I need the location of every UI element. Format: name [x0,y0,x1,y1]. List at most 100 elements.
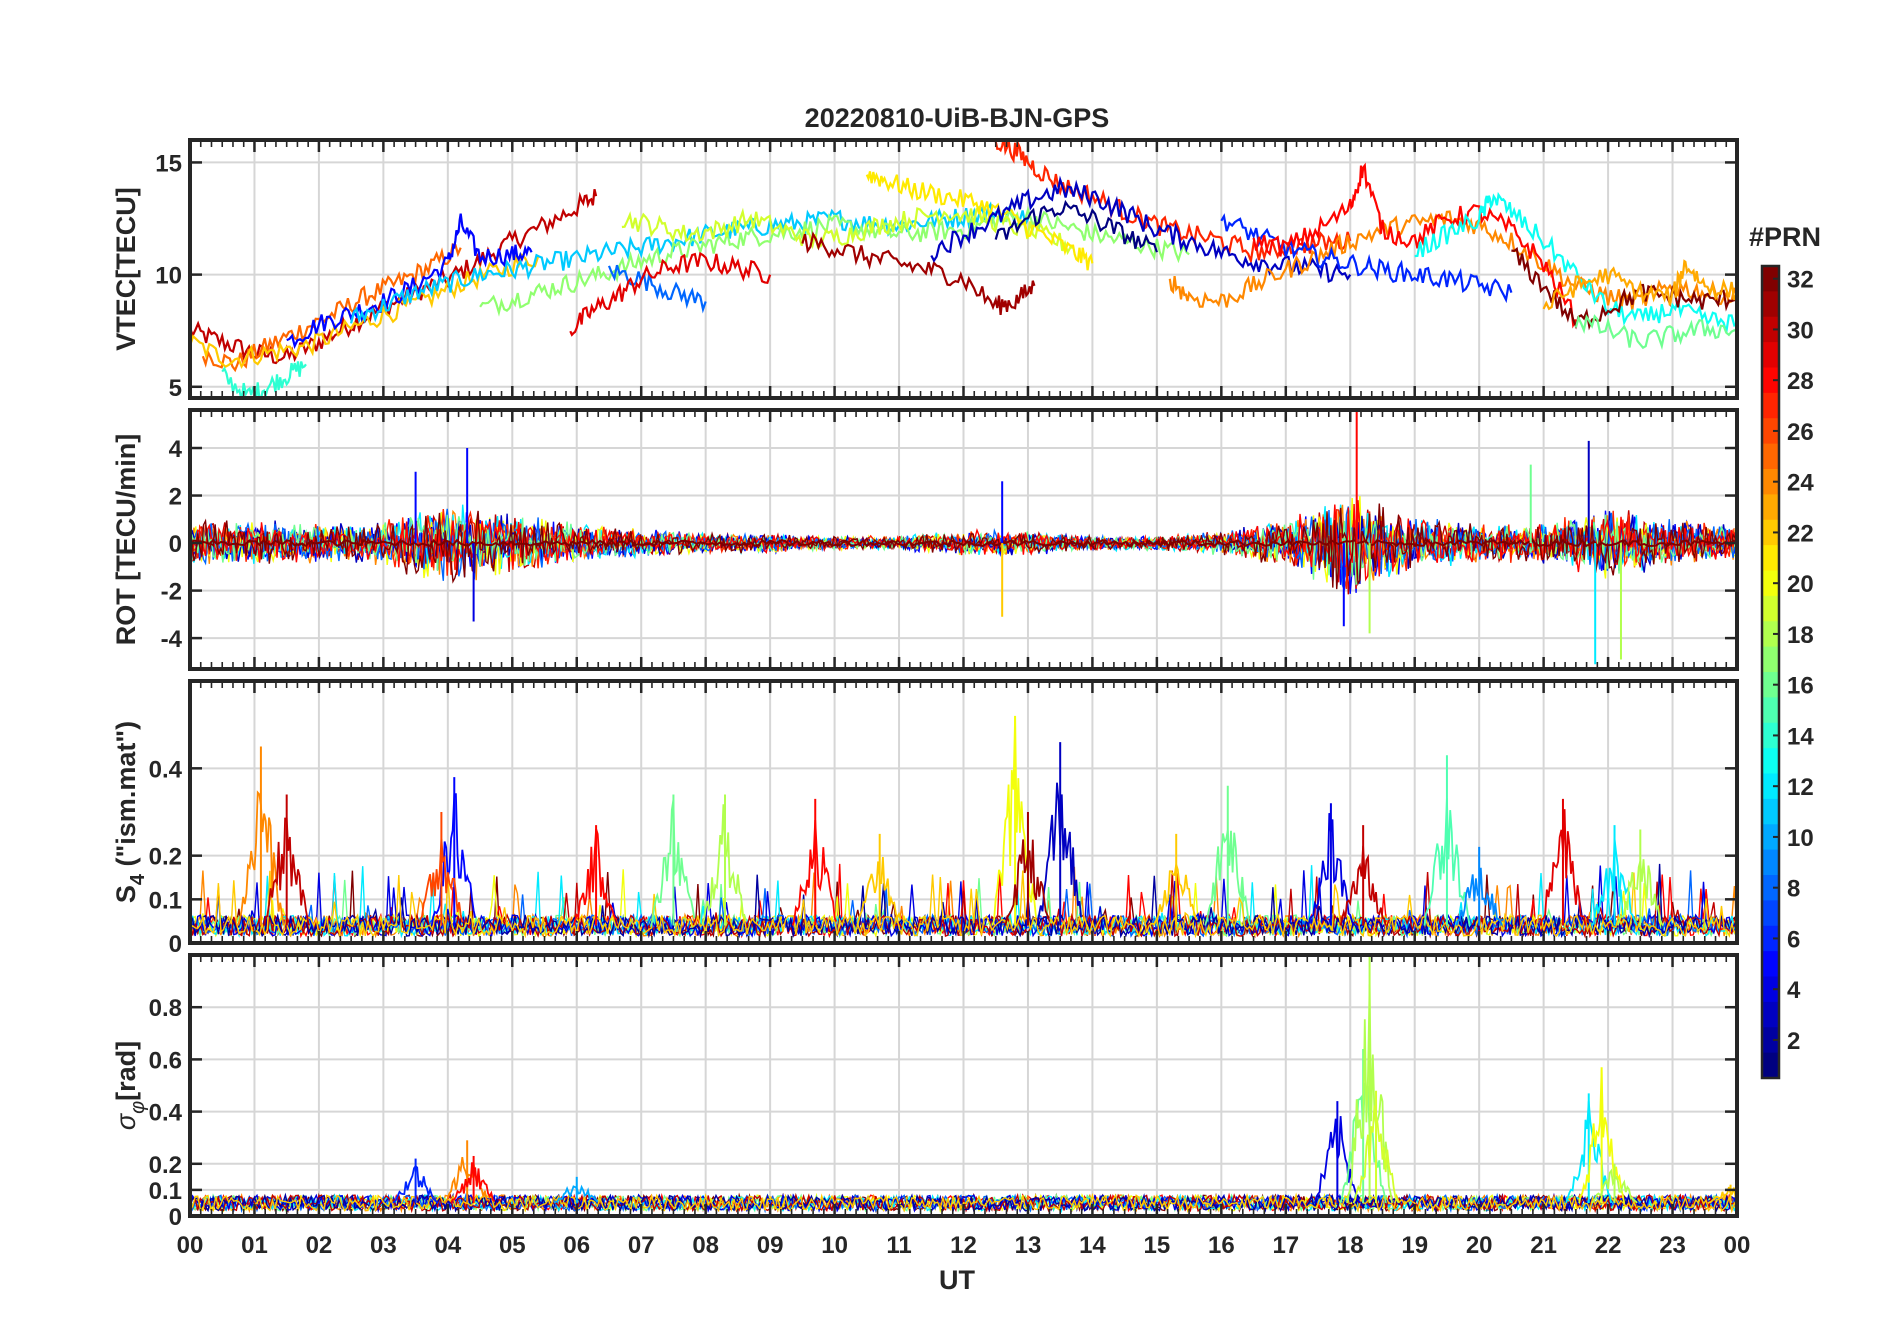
series-line-prn-29 [569,251,772,337]
colorbar-cell [1762,773,1779,800]
colorbar-cell [1762,545,1779,572]
x-tick-label: 07 [628,1232,655,1259]
colorbar-cell [1762,392,1779,419]
colorbar-cell [1762,722,1779,749]
colorbar-cell [1762,697,1779,724]
panel-rot: -4 -2 0 2 4 ROT [TECU/min] [111,408,1739,671]
y-tick-label: 0.2 [149,1152,182,1179]
x-tick-label: 01 [241,1232,268,1259]
x-tick-label: 00 [1724,1232,1751,1259]
x-tick-label: 03 [370,1232,397,1259]
colorbar-cell [1762,875,1779,901]
x-tick-label: 23 [1659,1232,1686,1259]
x-tick-label: 04 [434,1232,461,1259]
panel-sigma_phi: 00.10.2 0.4 0.6 0.8σφ[rad] 00 01 02 03 04 05 06 07 0… [111,953,1751,1259]
colorbar-tick-label: 28 [1787,368,1814,395]
colorbar-tick-label: 30 [1787,317,1814,344]
y-axis-label: S4 ("ism.mat") [111,721,149,903]
colorbar-tick-label: 26 [1787,419,1814,446]
colorbar-cell [1762,976,1779,1003]
x-tick-label: 02 [306,1232,333,1259]
y-tick-label: 0.6 [149,1047,182,1074]
colorbar-tick-label: 2 [1787,1028,1800,1055]
x-tick-label: 10 [821,1232,848,1259]
colorbar-cell [1762,748,1779,775]
series-line-prn-23 [1542,259,1737,311]
colorbar-cell [1762,900,1779,927]
colorbar-tick-label: 6 [1787,926,1800,953]
x-tick-label: 09 [757,1232,784,1259]
colorbar-cell [1762,925,1779,952]
y-tick-label: 4 [169,436,183,463]
series-line-prn-1 [994,199,1158,253]
colorbar-cell [1762,342,1779,369]
series-line-prn-14 [221,361,307,398]
colorbar-cell [1762,621,1779,648]
y-axis-label: VTEC[TECU] [111,187,141,351]
x-tick-label: 21 [1530,1232,1557,1259]
colorbar-tick-label: 20 [1787,571,1814,598]
series-line-prn-13 [1414,191,1737,333]
series-line-prn-25 [201,243,462,373]
y-tick-label: 0.1 [149,887,182,914]
y-tick-label: 0 [169,931,182,958]
y-tick-label: 0.4 [149,756,183,783]
y-axis-label: ROT [TECU/min] [111,434,141,645]
colorbar-cell [1762,316,1779,343]
colorbar-cell [1762,443,1779,470]
y-tick-label: 10 [155,263,182,290]
series-line-prn-32 [190,503,1736,590]
colorbar-cell [1762,291,1779,318]
y-axis-label: σφ[rad] [111,1041,149,1130]
x-tick-label: 15 [1144,1232,1171,1259]
series-line-prn-8 [607,264,707,314]
colorbar-tick-label: 16 [1787,673,1814,700]
colorbar-tick-label: 22 [1787,520,1814,547]
series-line-prn-32 [1511,247,1737,331]
x-tick-label: 22 [1595,1232,1622,1259]
y-tick-label: 5 [169,375,182,402]
x-tick-label: 00 [177,1232,204,1259]
x-tick-label: 17 [1272,1232,1299,1259]
colorbar-cell [1762,849,1779,876]
colorbar-cell [1762,494,1779,521]
x-tick-label: 14 [1079,1232,1106,1259]
figure-title: 20220810-UiB-BJN-GPS [805,103,1110,133]
y-tick-label: 0.2 [149,844,182,871]
data-layer [190,955,1737,1214]
colorbar-cell [1762,646,1779,673]
x-tick-label: 11 [886,1232,911,1259]
data-layer [190,410,1737,665]
colorbar-cell [1762,469,1779,495]
colorbar-cell [1762,367,1779,394]
series-line-prn-28 [1252,162,1577,329]
colorbar-tick-label: 14 [1787,723,1814,750]
y-tick-label: 0 [169,1204,182,1231]
colorbar-cell [1762,519,1779,546]
colorbar-frame [1760,264,1781,1080]
series-line-prn-31 [801,231,1036,316]
colorbar-cell [1762,570,1779,597]
series-line-prn-3 [930,175,1352,283]
colorbar-cell [1762,595,1779,622]
colorbar-tick-label: 4 [1787,977,1801,1004]
series-line-prn-30 [190,188,598,365]
x-tick-label: 19 [1401,1232,1428,1259]
y-tick-label: -2 [161,579,182,606]
colorbar-tick-label: 32 [1787,267,1814,294]
colorbar-tick-label: 10 [1787,825,1814,852]
series-line-prn-21 [865,171,1094,271]
y-tick-label: 15 [155,150,182,177]
x-tick-label: 06 [563,1232,590,1259]
colorbar-tick-label: 8 [1787,876,1800,903]
colorbar-cell [1762,951,1779,978]
y-tick-label: 0 [169,531,182,558]
x-tick-label: 20 [1466,1232,1493,1259]
colorbar-cell [1762,1052,1779,1079]
series-line-prn-17 [479,205,1190,317]
y-tick-label: 0.4 [149,1100,183,1127]
